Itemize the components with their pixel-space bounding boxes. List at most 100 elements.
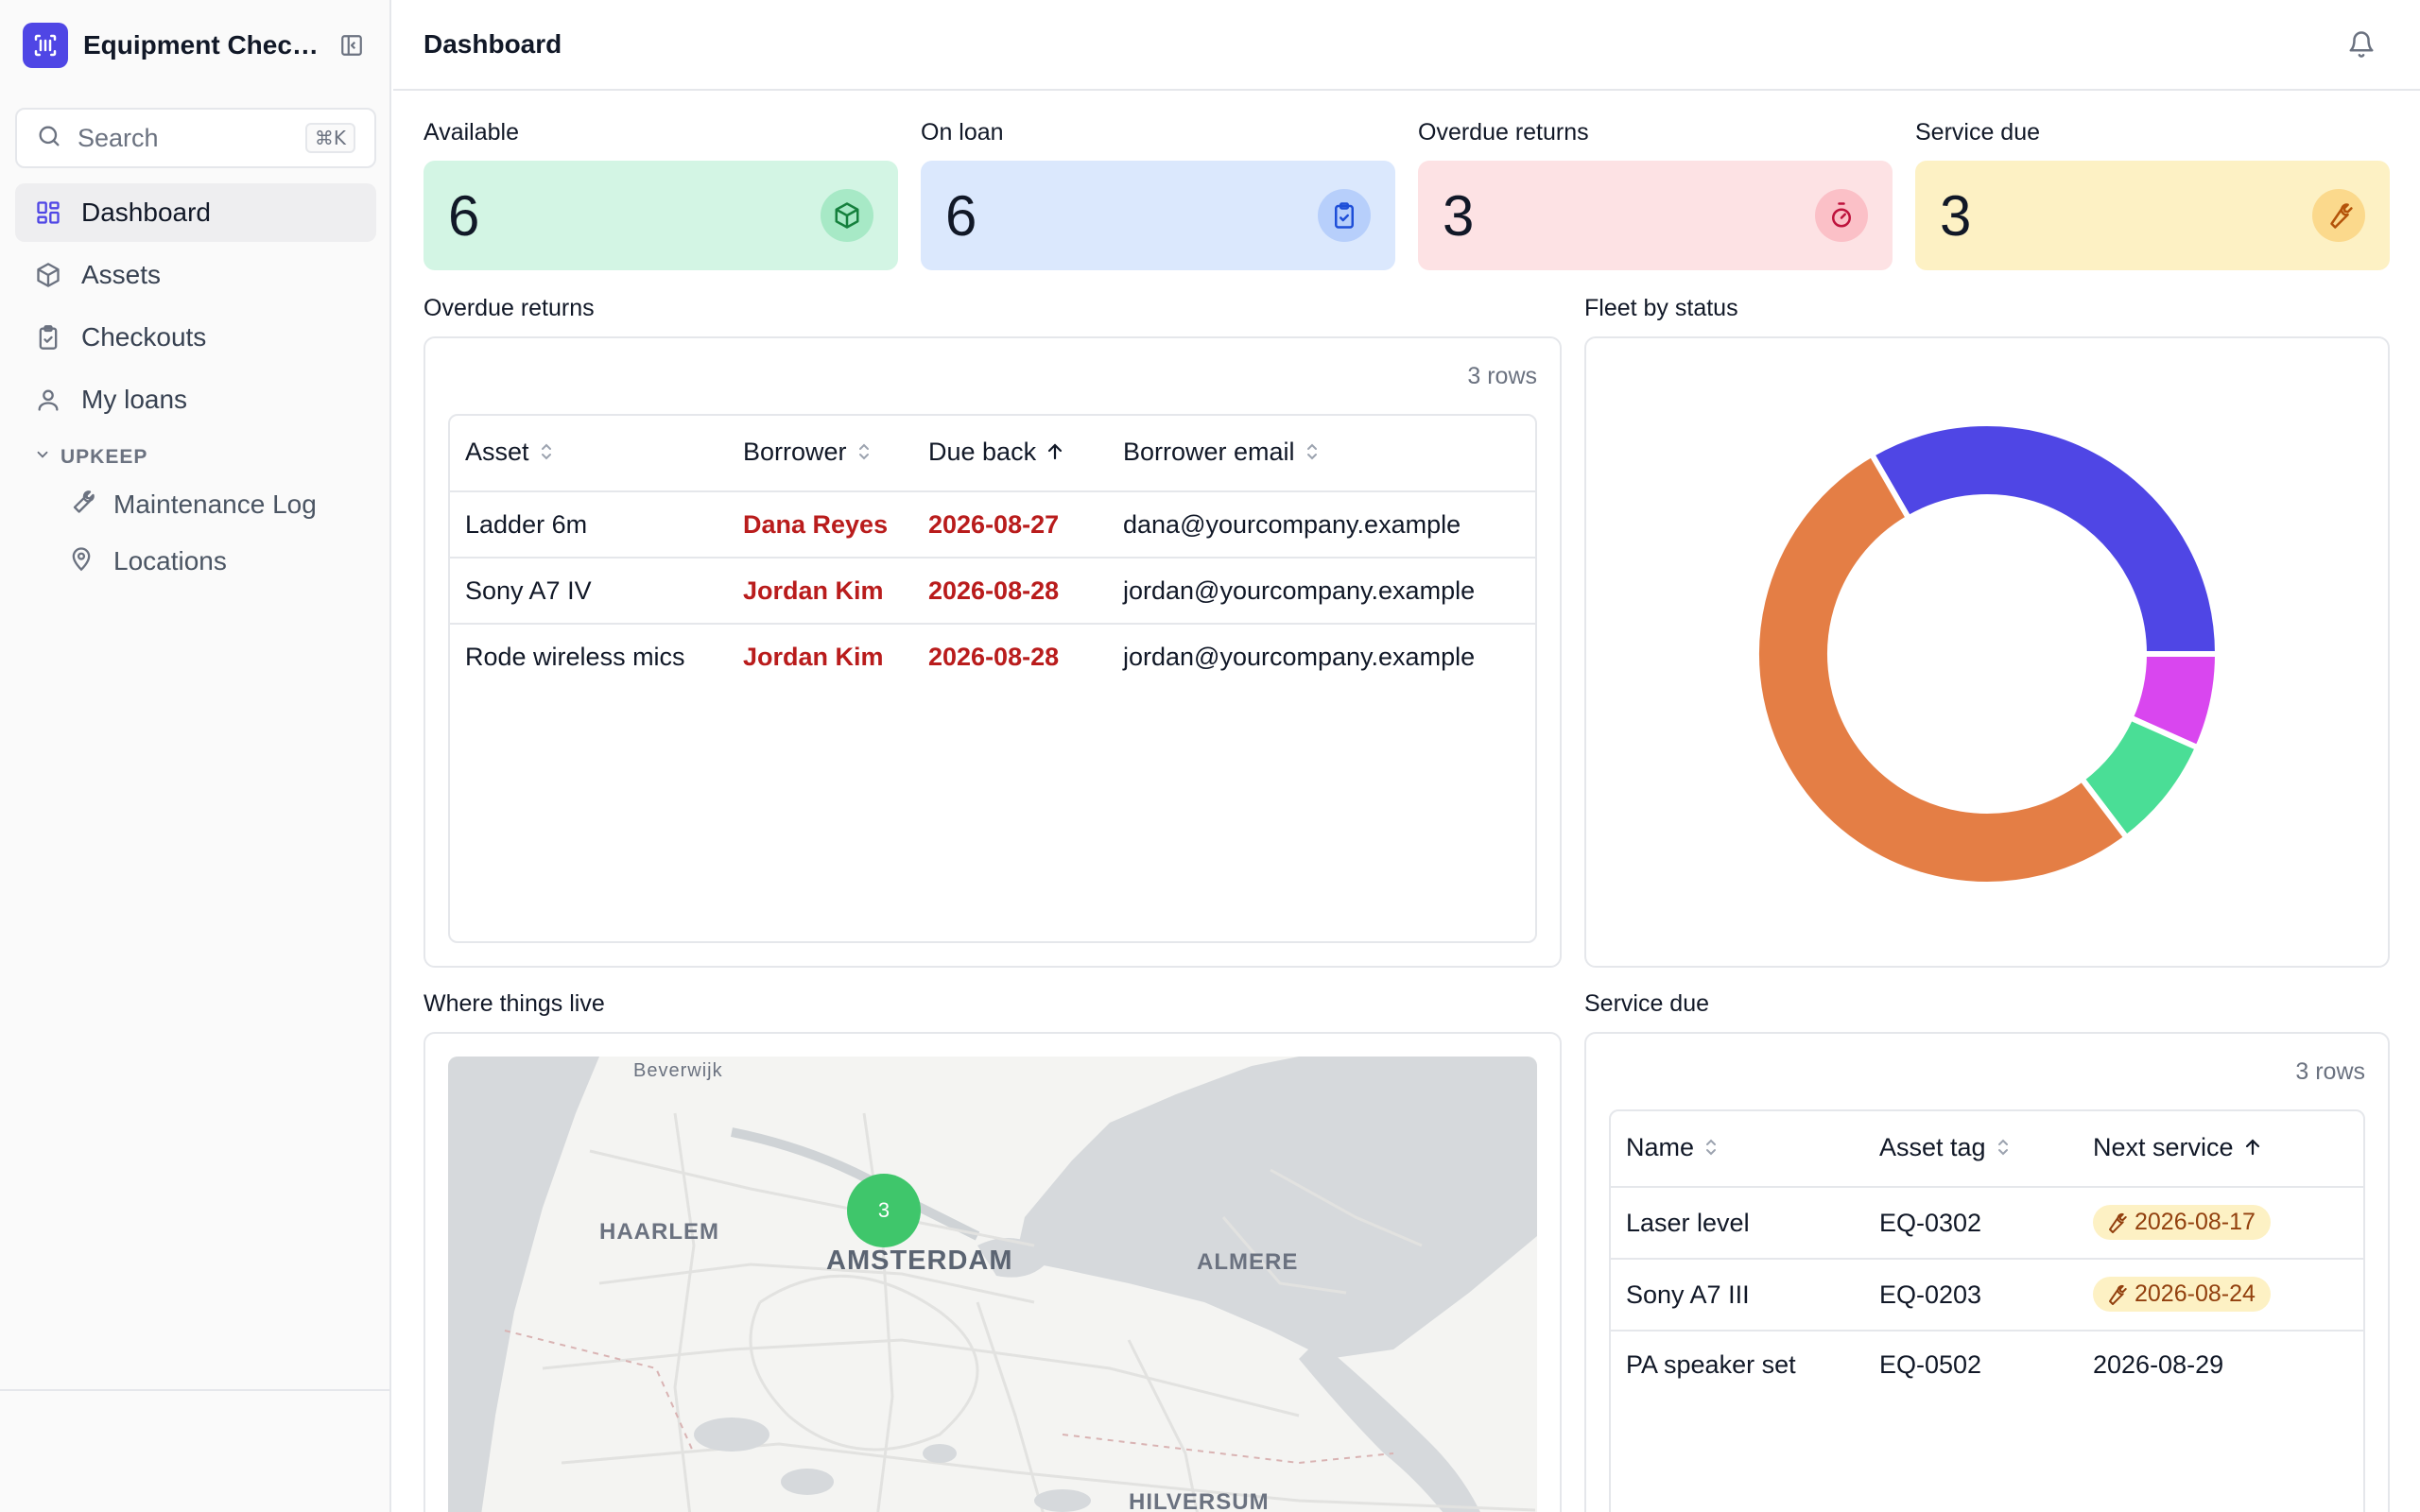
stat-card[interactable]: 3 [1418, 161, 1893, 270]
due-soon-badge: 2026-08-24 [2093, 1277, 2271, 1313]
map[interactable]: Beverwijk HAARLEM AMSTERDAM ALMERE HILVE… [448, 1057, 1537, 1512]
column-label: Borrower [743, 438, 847, 467]
map-panel: Beverwijk HAARLEM AMSTERDAM ALMERE HILVE… [424, 1032, 1562, 1512]
column-header-name[interactable]: Name [1611, 1111, 1864, 1188]
column-header-asset-tag[interactable]: Asset tag [1864, 1111, 2078, 1188]
stat-label: On loan [921, 119, 1004, 146]
service-section-title: Service due [1584, 990, 1710, 1017]
column-header-borrower[interactable]: Borrower [728, 416, 913, 492]
column-label: Next service [2093, 1133, 2234, 1162]
stat-card[interactable]: 3 [1915, 161, 2390, 270]
name-cell: PA speaker set [1626, 1350, 1796, 1379]
email-cell: jordan@yourcompany.example [1123, 643, 1476, 671]
sidebar-item-label: Maintenance Log [113, 490, 317, 519]
chevron-down-icon [34, 446, 51, 469]
column-label: Due back [928, 438, 1037, 467]
sidebar-item-label: Checkouts [81, 322, 207, 352]
sort-icon [1996, 1135, 2011, 1164]
sort-icon [856, 439, 872, 469]
sidebar-footer-divider [0, 1389, 389, 1391]
asset-cell: Rode wireless mics [465, 643, 685, 671]
fleet-panel [1584, 336, 2390, 968]
row-count: 3 rows [2295, 1058, 2365, 1085]
sidebar-item-locations[interactable]: Locations [15, 533, 376, 590]
map-pin-icon [68, 545, 95, 578]
stat-value: 6 [448, 183, 480, 248]
page-title: Dashboard [424, 29, 562, 59]
column-label: Name [1626, 1133, 1695, 1162]
donut-slice[interactable] [1754, 450, 2131, 887]
column-header-asset[interactable]: Asset [450, 416, 728, 492]
map-place-label: Beverwijk [633, 1060, 723, 1081]
clipboard-check-icon [34, 323, 62, 352]
donut-slice[interactable] [1867, 421, 2221, 657]
search-placeholder: Search [78, 123, 159, 152]
sidebar-group-upkeep[interactable]: UPKEEP [15, 438, 376, 476]
sidebar-item-dashboard[interactable]: Dashboard [15, 183, 376, 242]
service-panel: 3 rows Name Asset tag Next service Laser… [1584, 1032, 2390, 1512]
app-logo-icon [23, 23, 68, 68]
sidebar-toggle-icon[interactable] [335, 28, 369, 62]
stat-available: Available 6 [424, 119, 898, 270]
wrench-icon [68, 489, 95, 522]
sidebar-group-label: UPKEEP [60, 446, 148, 468]
search-shortcut: ⌘K [304, 123, 355, 153]
table-row[interactable]: Ladder 6m Dana Reyes 2026-08-27 dana@you… [450, 491, 1535, 558]
name-cell: Sony A7 III [1611, 1259, 1864, 1332]
table-row[interactable]: PA speaker set EQ-0502 2026-08-29 [1611, 1331, 2363, 1399]
table-row[interactable]: Rode wireless mics Jordan Kim 2026-08-28… [450, 624, 1535, 690]
bell-icon[interactable] [2342, 26, 2380, 63]
sidebar-item-label: My loans [81, 385, 188, 414]
next-service-cell: 2026-08-29 [2093, 1350, 2224, 1379]
badge-date: 2026-08-17 [2135, 1209, 2256, 1236]
sidebar-item-checkouts[interactable]: Checkouts [15, 308, 376, 367]
table-row[interactable]: Sony A7 IV Jordan Kim 2026-08-28 jordan@… [450, 558, 1535, 625]
sidebar: Equipment Checkout Search ⌘K Dashboard A… [0, 0, 391, 1512]
sidebar-item-label: Assets [81, 260, 162, 289]
column-header-borrower-email[interactable]: Borrower email [1108, 416, 1535, 492]
arrow-up-icon [1046, 439, 1064, 469]
map-place-label: AMSTERDAM [826, 1246, 1013, 1276]
sidebar-item-maintenance-log[interactable]: Maintenance Log [15, 476, 376, 533]
sort-icon [1305, 439, 1320, 469]
borrower-cell: Jordan Kim [743, 643, 884, 671]
map-place-label: HILVERSUM [1129, 1489, 1270, 1512]
search-input[interactable]: Search ⌘K [15, 108, 376, 168]
stat-card[interactable]: 6 [424, 161, 898, 270]
stat-card[interactable]: 6 [921, 161, 1395, 270]
map-cluster-marker[interactable]: 3 [847, 1174, 921, 1247]
wrench-icon [2109, 1212, 2127, 1233]
asset-tag-cell: EQ-0203 [1864, 1259, 2078, 1332]
table-row[interactable]: Sony A7 III EQ-0203 2026-08-24 [1611, 1259, 2363, 1332]
fleet-donut-chart [1754, 421, 2221, 887]
email-cell: jordan@yourcompany.example [1108, 558, 1535, 625]
column-label: Asset [465, 438, 529, 467]
badge-date: 2026-08-24 [2135, 1280, 2256, 1308]
asset-cell: Sony A7 IV [450, 558, 728, 625]
sidebar-item-assets[interactable]: Assets [15, 246, 376, 304]
brand: Equipment Checkout [23, 23, 369, 68]
table-row[interactable]: Laser level EQ-0302 2026-08-17 [1611, 1187, 2363, 1260]
next-service-cell: 2026-08-17 [2078, 1187, 2363, 1260]
sidebar-item-my-loans[interactable]: My loans [15, 370, 376, 429]
map-place-label: ALMERE [1197, 1249, 1299, 1275]
box-icon [34, 261, 62, 289]
search-icon [36, 123, 62, 154]
column-header-due-back[interactable]: Due back [913, 416, 1108, 492]
due-date-cell: 2026-08-27 [913, 491, 1108, 558]
asset-tag-cell: EQ-0502 [1879, 1350, 1982, 1379]
stat-label: Overdue returns [1418, 119, 1589, 146]
asset-tag-cell: EQ-0302 [1864, 1187, 2078, 1260]
sidebar-item-label: Dashboard [81, 198, 211, 227]
email-cell: dana@yourcompany.example [1108, 491, 1535, 558]
stat-service-due: Service due 3 [1915, 119, 2390, 270]
user-icon [34, 386, 62, 414]
column-header-next-service[interactable]: Next service [2078, 1111, 2363, 1188]
overdue-panel: 3 rows Asset Borrower Due back Borrower … [424, 336, 1562, 968]
top-bar: Dashboard [393, 0, 2420, 91]
wrench-icon [2312, 189, 2365, 242]
sidebar-item-label: Locations [113, 546, 227, 576]
due-soon-badge: 2026-08-17 [2093, 1205, 2271, 1241]
column-label: Asset tag [1879, 1133, 1986, 1162]
clipboard-check-icon [1318, 189, 1371, 242]
